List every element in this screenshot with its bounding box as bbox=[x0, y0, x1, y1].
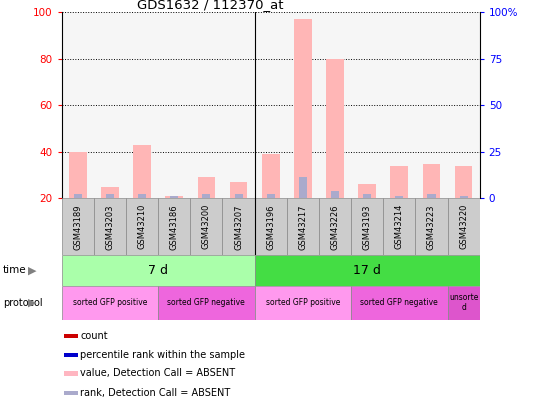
Text: ▶: ▶ bbox=[28, 298, 36, 308]
Text: rank, Detection Call = ABSENT: rank, Detection Call = ABSENT bbox=[80, 388, 230, 398]
Bar bbox=[262, 154, 280, 245]
Bar bbox=[351, 12, 383, 198]
Bar bbox=[455, 166, 473, 245]
Bar bbox=[190, 12, 222, 198]
Bar bbox=[222, 12, 255, 198]
FancyBboxPatch shape bbox=[448, 286, 480, 320]
FancyBboxPatch shape bbox=[415, 198, 448, 255]
Text: GSM43196: GSM43196 bbox=[266, 204, 275, 249]
FancyBboxPatch shape bbox=[94, 198, 126, 255]
Bar bbox=[428, 194, 436, 198]
FancyBboxPatch shape bbox=[319, 198, 351, 255]
Bar bbox=[326, 59, 344, 245]
FancyBboxPatch shape bbox=[255, 286, 351, 320]
Bar bbox=[299, 177, 307, 198]
Bar bbox=[165, 196, 183, 245]
FancyBboxPatch shape bbox=[255, 198, 287, 255]
Bar bbox=[133, 145, 151, 245]
Bar bbox=[94, 12, 126, 198]
Text: GSM43200: GSM43200 bbox=[202, 204, 211, 249]
Bar bbox=[138, 194, 146, 198]
FancyBboxPatch shape bbox=[126, 198, 158, 255]
Text: 17 d: 17 d bbox=[353, 264, 381, 277]
Bar bbox=[203, 194, 210, 198]
Bar bbox=[448, 12, 480, 198]
Bar bbox=[415, 12, 448, 198]
Bar bbox=[230, 182, 248, 245]
FancyBboxPatch shape bbox=[351, 198, 383, 255]
FancyBboxPatch shape bbox=[351, 286, 448, 320]
FancyBboxPatch shape bbox=[158, 198, 190, 255]
Text: unsorte
d: unsorte d bbox=[449, 293, 478, 312]
FancyBboxPatch shape bbox=[62, 198, 94, 255]
Bar bbox=[64, 371, 78, 376]
Text: sorted GFP positive: sorted GFP positive bbox=[266, 298, 340, 307]
FancyBboxPatch shape bbox=[62, 255, 255, 286]
FancyBboxPatch shape bbox=[448, 198, 480, 255]
Bar bbox=[64, 334, 78, 338]
FancyBboxPatch shape bbox=[383, 198, 415, 255]
FancyBboxPatch shape bbox=[255, 255, 480, 286]
Bar bbox=[287, 12, 319, 198]
FancyBboxPatch shape bbox=[222, 198, 255, 255]
Text: GSM43226: GSM43226 bbox=[331, 204, 339, 249]
Bar bbox=[106, 194, 114, 198]
Bar bbox=[62, 12, 94, 198]
Text: value, Detection Call = ABSENT: value, Detection Call = ABSENT bbox=[80, 369, 235, 378]
Text: GSM43203: GSM43203 bbox=[106, 204, 114, 249]
Text: GSM43220: GSM43220 bbox=[459, 204, 468, 249]
Text: 7 d: 7 d bbox=[148, 264, 168, 277]
FancyBboxPatch shape bbox=[287, 198, 319, 255]
Text: sorted GFP negative: sorted GFP negative bbox=[167, 298, 245, 307]
Bar bbox=[396, 196, 404, 198]
Bar bbox=[359, 185, 376, 245]
Text: GSM43210: GSM43210 bbox=[138, 204, 146, 249]
Bar bbox=[363, 194, 371, 198]
Text: GSM43214: GSM43214 bbox=[395, 204, 404, 249]
Bar bbox=[158, 12, 190, 198]
Text: GDS1632 / 112370_at: GDS1632 / 112370_at bbox=[137, 0, 284, 11]
Text: count: count bbox=[80, 331, 108, 341]
Text: GSM43207: GSM43207 bbox=[234, 204, 243, 249]
Bar bbox=[101, 187, 119, 245]
FancyBboxPatch shape bbox=[62, 286, 158, 320]
Bar bbox=[331, 192, 339, 198]
Text: sorted GFP negative: sorted GFP negative bbox=[360, 298, 438, 307]
Bar bbox=[423, 164, 441, 245]
Bar bbox=[390, 166, 408, 245]
Bar bbox=[267, 194, 275, 198]
Bar bbox=[198, 177, 215, 245]
Bar bbox=[383, 12, 415, 198]
Bar bbox=[319, 12, 351, 198]
Bar bbox=[74, 194, 82, 198]
Bar bbox=[64, 390, 78, 395]
FancyBboxPatch shape bbox=[158, 286, 255, 320]
Text: protocol: protocol bbox=[3, 298, 42, 308]
Text: GSM43223: GSM43223 bbox=[427, 204, 436, 249]
Bar bbox=[460, 196, 467, 198]
Text: ▶: ▶ bbox=[28, 265, 36, 275]
Bar bbox=[64, 352, 78, 357]
Text: GSM43186: GSM43186 bbox=[170, 204, 178, 249]
Bar bbox=[294, 19, 311, 245]
Text: sorted GFP positive: sorted GFP positive bbox=[73, 298, 147, 307]
Text: time: time bbox=[3, 265, 26, 275]
Text: GSM43217: GSM43217 bbox=[299, 204, 307, 249]
Text: GSM43189: GSM43189 bbox=[73, 204, 82, 249]
Text: GSM43193: GSM43193 bbox=[363, 204, 371, 249]
Bar bbox=[126, 12, 158, 198]
FancyBboxPatch shape bbox=[190, 198, 222, 255]
Bar bbox=[69, 152, 87, 245]
Bar bbox=[235, 194, 242, 198]
Bar bbox=[170, 196, 178, 198]
Text: percentile rank within the sample: percentile rank within the sample bbox=[80, 350, 245, 360]
Bar bbox=[255, 12, 287, 198]
